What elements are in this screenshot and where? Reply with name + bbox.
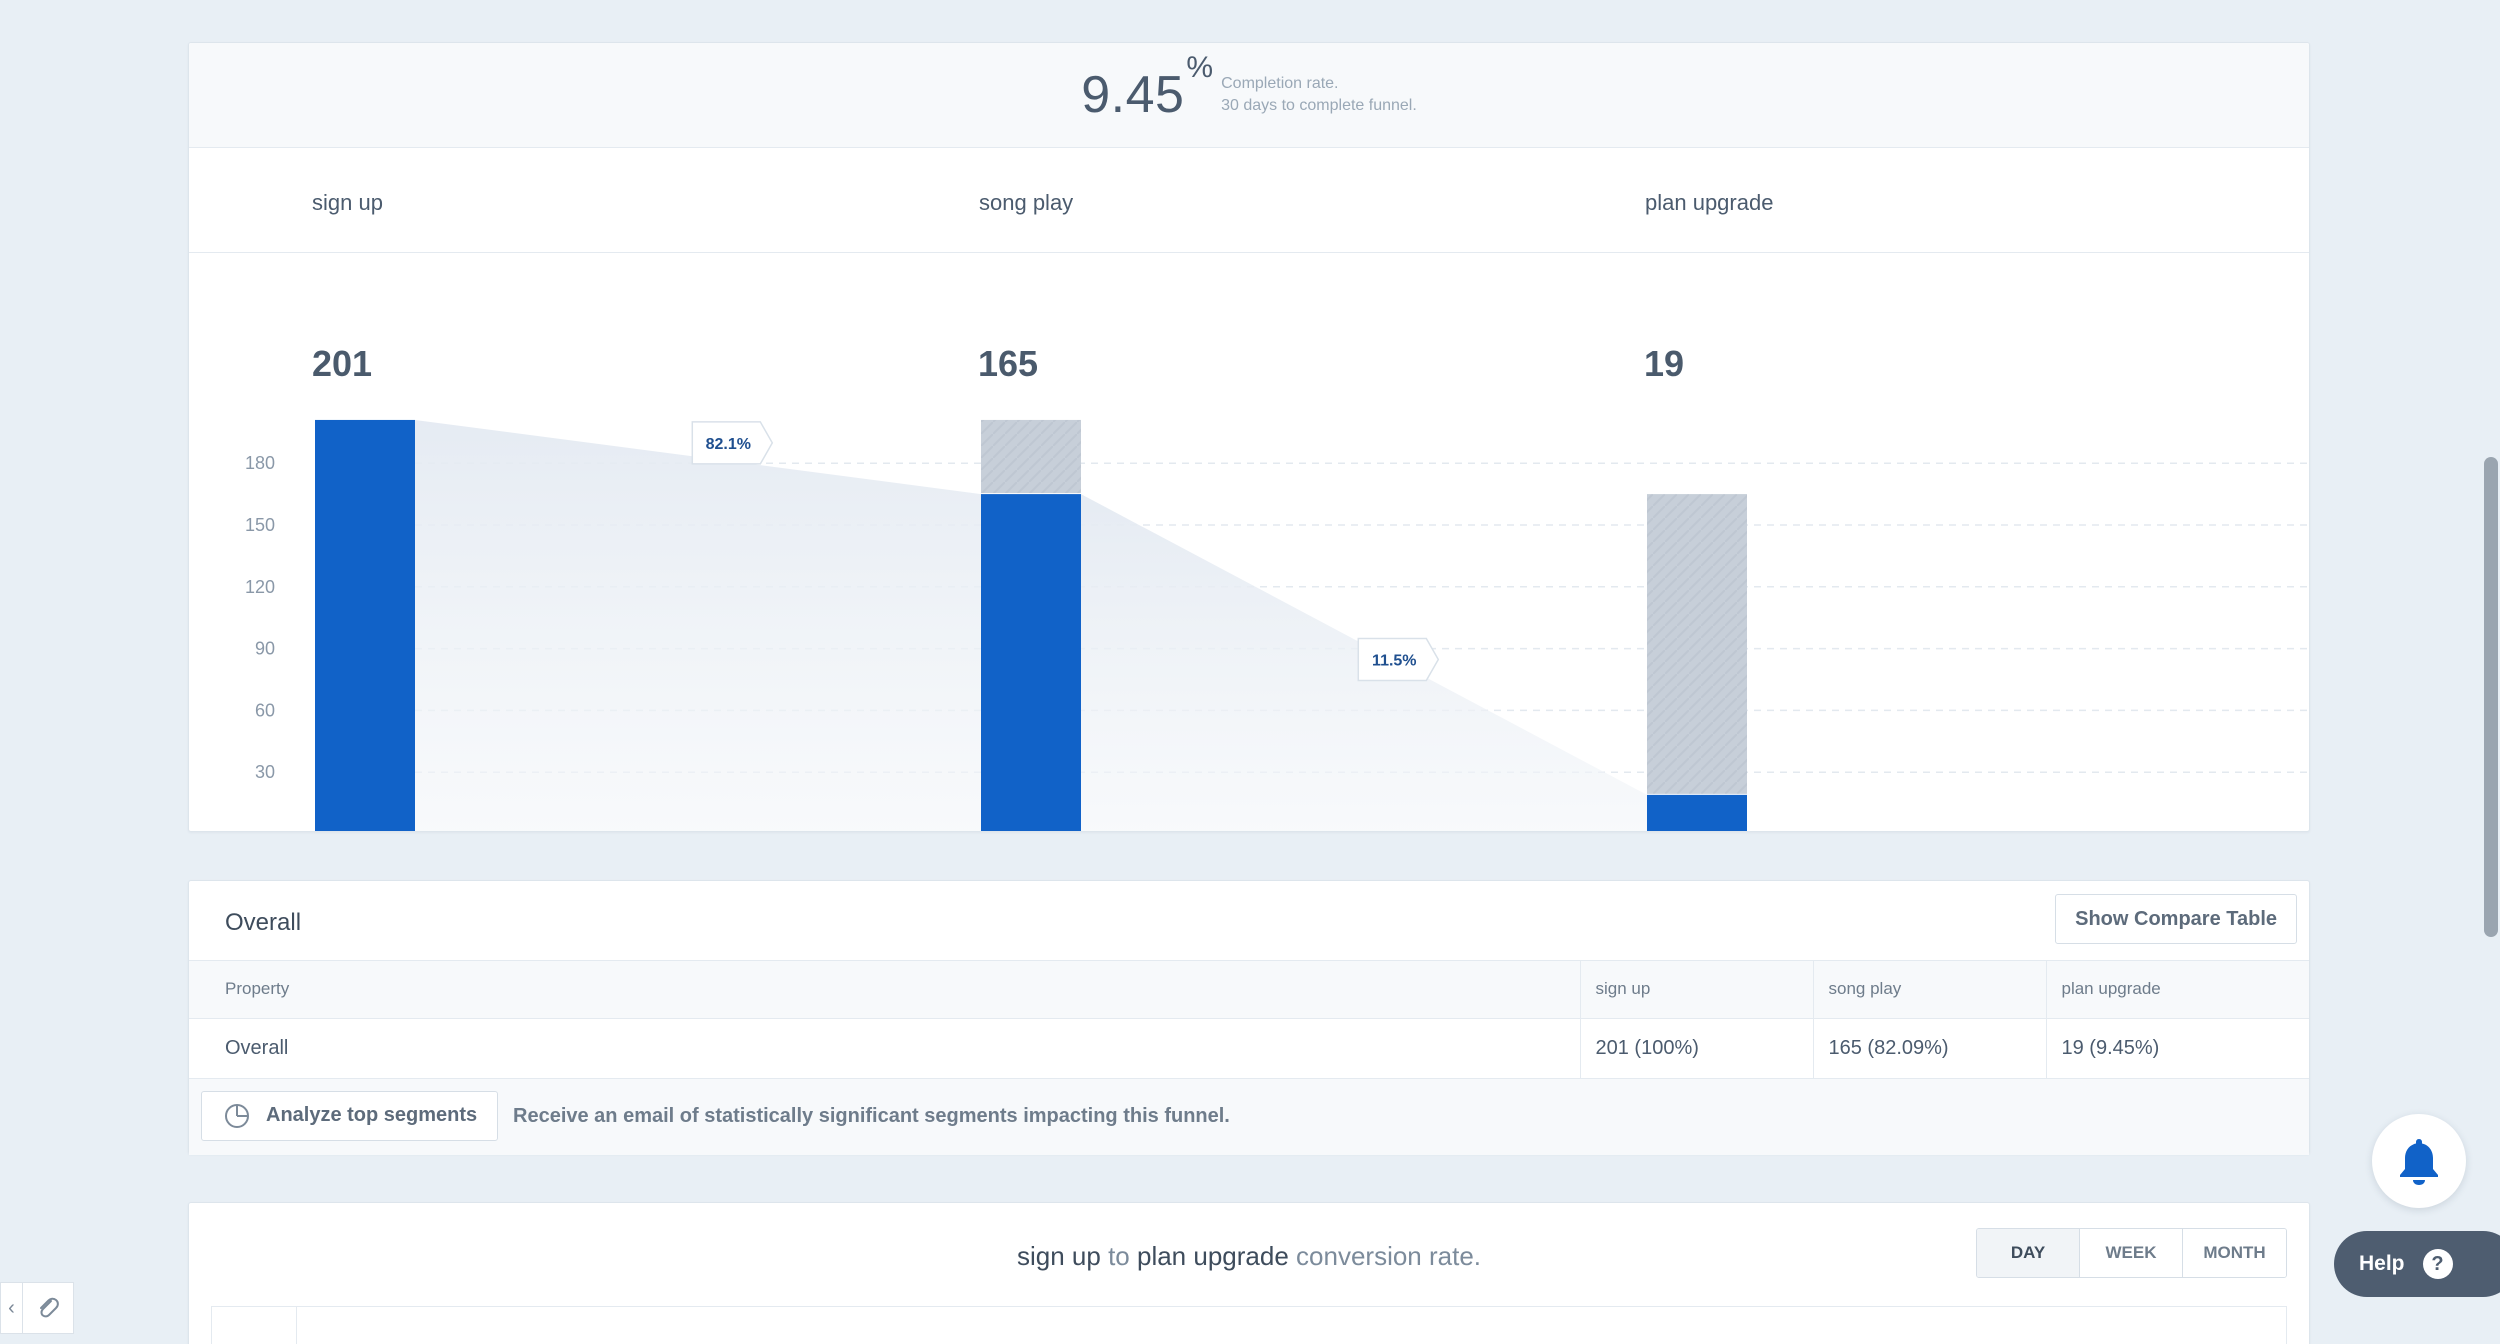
column-header-property[interactable]: Property bbox=[189, 961, 1581, 1019]
cell-plan-upgrade: 19 (9.45%) bbox=[2046, 1018, 2309, 1079]
period-week-button[interactable]: WEEK bbox=[2080, 1229, 2183, 1277]
funnel-chart-svg: 30 60 90 120 150 180 201 165 19 82.1% 11.5% bbox=[245, 343, 2309, 831]
completion-rate-label: Completion rate. bbox=[1221, 75, 1339, 92]
analyze-description: Receive an email of statistically signif… bbox=[513, 1104, 1230, 1127]
step-conversion-label: 82.1% bbox=[706, 436, 751, 453]
segments-pie-icon bbox=[225, 1103, 249, 1128]
conversion-rate-card: sign up to plan upgrade conversion rate.… bbox=[188, 1202, 2310, 1344]
table-row[interactable]: Overall 201 (100%) 165 (82.09%) 19 (9.45… bbox=[189, 1018, 2309, 1079]
conversion-suffix: conversion rate. bbox=[1296, 1241, 1482, 1271]
scrollbar-thumb[interactable] bbox=[2484, 457, 2498, 937]
converted-bar bbox=[1647, 794, 1747, 831]
conversion-chart-frame bbox=[211, 1306, 2287, 1344]
step-conversion-badge: 82.1% bbox=[691, 421, 774, 465]
dropoff-bar bbox=[1647, 494, 1747, 795]
period-day-button[interactable]: DAY bbox=[1977, 1229, 2080, 1277]
conversion-from-step[interactable]: sign up bbox=[1016, 1241, 1101, 1271]
completion-rate: 9.45% bbox=[1081, 51, 1213, 125]
completion-window-label: 30 days to complete funnel. bbox=[1221, 97, 1417, 114]
funnel-chart-card: 9.45% Completion rate. 30 days to comple… bbox=[188, 42, 2310, 832]
completion-rate-percent-sign: % bbox=[1186, 51, 1214, 84]
y-tick-label: 30 bbox=[255, 762, 275, 782]
funnel-step-names: sign up song play plan upgrade bbox=[189, 148, 2309, 253]
help-button[interactable]: Help ? bbox=[2334, 1231, 2500, 1297]
completion-rate-value: 9.45 bbox=[1081, 66, 1185, 124]
cell-song-play: 165 (82.09%) bbox=[1813, 1018, 2047, 1079]
dropoff-bar bbox=[981, 419, 1081, 495]
y-tick-label: 120 bbox=[245, 577, 275, 597]
notifications-button[interactable] bbox=[2372, 1114, 2466, 1208]
y-tick-label: 150 bbox=[245, 515, 275, 535]
show-compare-table-button[interactable]: Show Compare Table bbox=[2055, 894, 2297, 944]
step-count: 201 bbox=[312, 343, 372, 384]
converted-bar bbox=[315, 419, 415, 831]
period-toggle: DAY WEEK MONTH bbox=[1976, 1228, 2287, 1278]
completion-rate-notes: Completion rate. 30 days to complete fun… bbox=[1221, 73, 1417, 117]
help-label: Help bbox=[2359, 1252, 2405, 1275]
conversion-to-word: to bbox=[1108, 1241, 1130, 1271]
step-count: 19 bbox=[1644, 343, 1684, 384]
step-count: 165 bbox=[978, 343, 1038, 384]
cell-sign-up: 201 (100%) bbox=[1580, 1018, 1814, 1079]
breakdown-table: Property sign up song play plan upgrade … bbox=[189, 961, 2309, 1079]
paperclip-icon bbox=[40, 1297, 59, 1318]
attachment-link-button[interactable] bbox=[23, 1283, 73, 1333]
table-header-row: Property sign up song play plan upgrade bbox=[189, 961, 2309, 1019]
conversion-to-step[interactable]: plan upgrade bbox=[1136, 1241, 1289, 1271]
step-name-plan-upgrade[interactable]: plan upgrade bbox=[1645, 190, 1774, 215]
column-header-plan-upgrade[interactable]: plan upgrade bbox=[2046, 961, 2309, 1019]
analyze-top-segments-button[interactable]: Analyze top segments bbox=[201, 1090, 498, 1141]
period-month-button[interactable]: MONTH bbox=[2183, 1229, 2286, 1277]
column-header-song-play[interactable]: song play bbox=[1813, 961, 2047, 1019]
page-scrollbar[interactable] bbox=[2482, 0, 2500, 1344]
corner-toolbar: ‹ bbox=[0, 1282, 74, 1334]
step-conversion-label: 11.5% bbox=[1372, 653, 1416, 670]
conversion-rate-title: sign up to plan upgrade conversion rate. bbox=[189, 1241, 2309, 1272]
help-question-icon: ? bbox=[2422, 1249, 2453, 1279]
overall-title: Overall bbox=[225, 909, 302, 936]
analyze-segments-row: Analyze top segments Receive an email of… bbox=[189, 1078, 2309, 1155]
y-tick-label: 60 bbox=[255, 700, 275, 720]
overall-header: Overall Show Compare Table bbox=[189, 881, 2309, 961]
step-conversion-badge: 11.5% bbox=[1357, 637, 1440, 682]
conversion-chart-axis-column bbox=[212, 1307, 297, 1344]
conversion-flow-area bbox=[415, 419, 981, 831]
step-name-sign-up[interactable]: sign up bbox=[312, 190, 383, 215]
overall-breakdown-card: Overall Show Compare Table Property sign… bbox=[188, 880, 2310, 1155]
column-header-sign-up[interactable]: sign up bbox=[1580, 961, 1814, 1019]
converted-bar bbox=[981, 494, 1081, 831]
collapse-chevron-icon[interactable]: ‹ bbox=[1, 1283, 23, 1333]
cell-property: Overall bbox=[189, 1018, 1581, 1079]
y-tick-label: 90 bbox=[255, 639, 275, 659]
step-name-song-play[interactable]: song play bbox=[979, 190, 1074, 215]
analyze-top-segments-label: Analyze top segments bbox=[266, 1104, 478, 1126]
completion-rate-header: 9.45% Completion rate. 30 days to comple… bbox=[189, 43, 2309, 148]
funnel-chart: 30 60 90 120 150 180 201 165 19 82.1% 11.5% bbox=[189, 254, 2309, 831]
bell-icon bbox=[2400, 1139, 2438, 1185]
y-tick-label: 180 bbox=[245, 453, 275, 473]
